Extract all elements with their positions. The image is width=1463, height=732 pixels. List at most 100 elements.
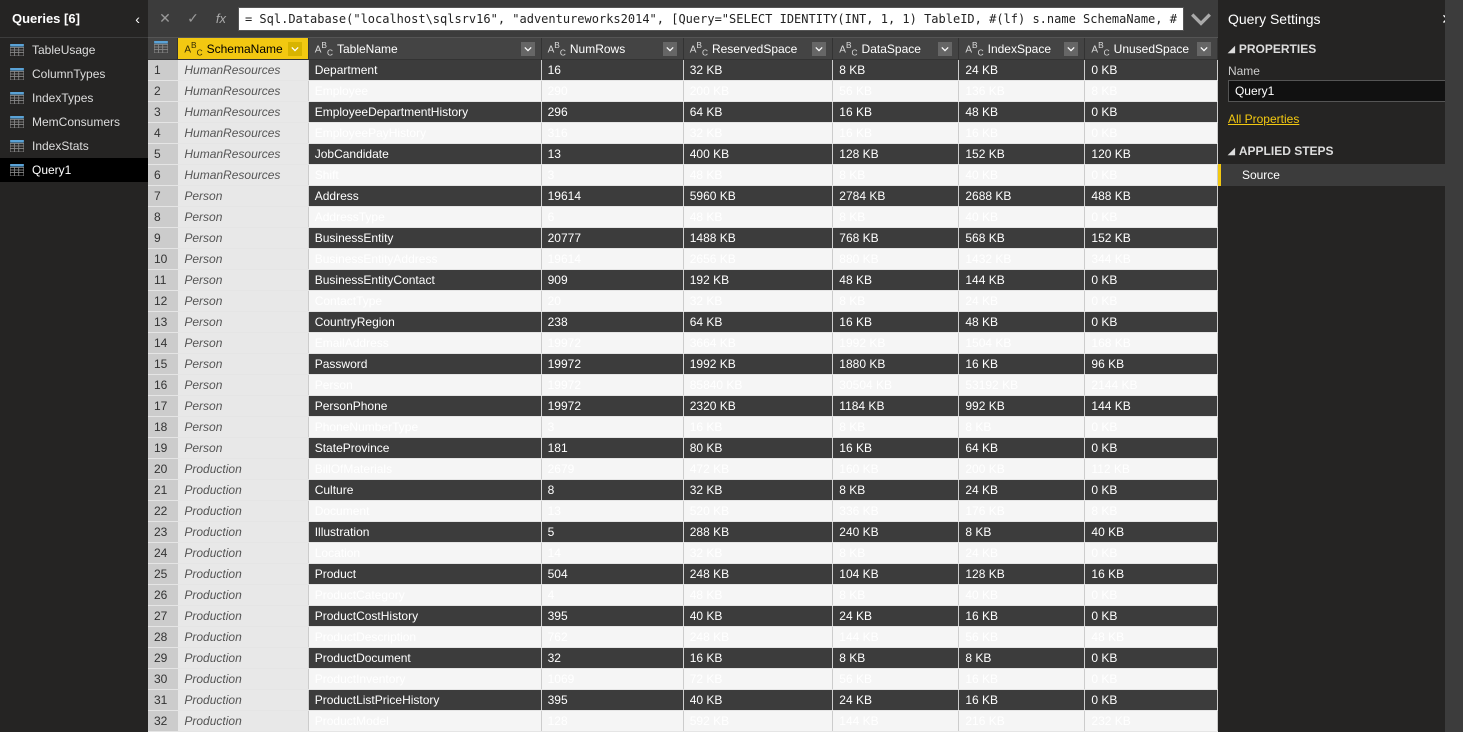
cell[interactable]: 344 KB [1085,249,1218,270]
cell[interactable]: HumanResources [178,144,308,165]
cell[interactable]: 24 KB [959,291,1085,312]
fx-icon[interactable]: fx [210,8,232,30]
cell[interactable]: 40 KB [959,207,1085,228]
cell[interactable]: 144 KB [833,711,959,732]
cell[interactable]: Person [178,186,308,207]
cell[interactable]: 144 KB [833,627,959,648]
cell[interactable]: Person [178,333,308,354]
cell[interactable]: 85840 KB [683,375,833,396]
table-row[interactable]: 26ProductionProductCategory448 KB8 KB40 … [148,585,1217,606]
cell[interactable]: 488 KB [1085,186,1218,207]
cell[interactable]: 56 KB [833,669,959,690]
row-index[interactable]: 14 [148,333,178,354]
cell[interactable]: 16 KB [959,606,1085,627]
cell[interactable]: ProductCategory [308,585,541,606]
cell[interactable]: 48 KB [833,270,959,291]
cell[interactable]: Person [178,396,308,417]
cell[interactable]: 2679 [541,459,683,480]
table-row[interactable]: 3HumanResourcesEmployeeDepartmentHistory… [148,102,1217,123]
cell[interactable]: 160 KB [833,459,959,480]
table-row[interactable]: 6HumanResourcesShift348 KB8 KB40 KB0 KB [148,165,1217,186]
formula-confirm-button[interactable]: ✓ [182,8,204,30]
table-row[interactable]: 7PersonAddress196145960 KB2784 KB2688 KB… [148,186,1217,207]
row-index[interactable]: 20 [148,459,178,480]
row-index[interactable]: 24 [148,543,178,564]
table-row[interactable]: 17PersonPersonPhone199722320 KB1184 KB99… [148,396,1217,417]
cell[interactable]: 19972 [541,396,683,417]
cell[interactable]: 168 KB [1085,333,1218,354]
cell[interactable]: Document [308,501,541,522]
column-header-reservedspace[interactable]: ABCReservedSpace [683,38,833,60]
cell[interactable]: 24 KB [833,690,959,711]
cell[interactable]: 0 KB [1085,648,1218,669]
cell[interactable]: 176 KB [959,501,1085,522]
row-index[interactable]: 5 [148,144,178,165]
column-filter-icon[interactable] [663,42,677,56]
cell[interactable]: Password [308,354,541,375]
cell[interactable]: BusinessEntityAddress [308,249,541,270]
cell[interactable]: 200 KB [683,81,833,102]
cell[interactable]: 1504 KB [959,333,1085,354]
cell[interactable]: Person [178,207,308,228]
cell[interactable]: 32 KB [683,291,833,312]
cell[interactable]: 0 KB [1085,123,1218,144]
row-index[interactable]: 15 [148,354,178,375]
cell[interactable]: HumanResources [178,81,308,102]
row-index[interactable]: 18 [148,417,178,438]
cell[interactable]: 2688 KB [959,186,1085,207]
table-row[interactable]: 1HumanResourcesDepartment1632 KB8 KB24 K… [148,60,1217,81]
cell[interactable]: 248 KB [683,564,833,585]
row-index[interactable]: 10 [148,249,178,270]
query-item-tableusage[interactable]: TableUsage [0,38,148,62]
cell[interactable]: 13 [541,501,683,522]
cell[interactable]: 0 KB [1085,312,1218,333]
cell[interactable]: 4 [541,585,683,606]
row-index[interactable]: 22 [148,501,178,522]
cell[interactable]: 400 KB [683,144,833,165]
cell[interactable]: 24 KB [959,480,1085,501]
table-row[interactable]: 32ProductionProductModel128592 KB144 KB2… [148,711,1217,732]
cell[interactable]: 0 KB [1085,417,1218,438]
cell[interactable]: 0 KB [1085,543,1218,564]
cell[interactable]: 128 [541,711,683,732]
cell[interactable]: PersonPhone [308,396,541,417]
row-index[interactable]: 26 [148,585,178,606]
row-index[interactable]: 29 [148,648,178,669]
row-index[interactable]: 2 [148,81,178,102]
table-row[interactable]: 8PersonAddressType648 KB8 KB40 KB0 KB [148,207,1217,228]
cell[interactable]: Person [178,438,308,459]
column-filter-icon[interactable] [521,42,535,56]
cell[interactable]: 1432 KB [959,249,1085,270]
row-index[interactable]: 30 [148,669,178,690]
cell[interactable]: ContactType [308,291,541,312]
query-item-columntypes[interactable]: ColumnTypes [0,62,148,86]
row-index[interactable]: 17 [148,396,178,417]
cell[interactable]: 32 [541,648,683,669]
cell[interactable]: 8 [541,480,683,501]
cell[interactable]: 992 KB [959,396,1085,417]
cell[interactable]: 8 KB [833,417,959,438]
cell[interactable]: Production [178,690,308,711]
cell[interactable]: 3 [541,417,683,438]
query-item-memconsumers[interactable]: MemConsumers [0,110,148,134]
table-row[interactable]: 2HumanResourcesEmployee290200 KB56 KB136… [148,81,1217,102]
table-row[interactable]: 19PersonStateProvince18180 KB16 KB64 KB0… [148,438,1217,459]
cell[interactable]: 24 KB [959,543,1085,564]
cell[interactable]: 32 KB [683,123,833,144]
cell[interactable]: Person [178,291,308,312]
cell[interactable]: 0 KB [1085,165,1218,186]
row-index[interactable]: 8 [148,207,178,228]
cell[interactable]: 762 [541,627,683,648]
row-index[interactable]: 12 [148,291,178,312]
table-row[interactable]: 24ProductionLocation1432 KB8 KB24 KB0 KB [148,543,1217,564]
cell[interactable]: ProductCostHistory [308,606,541,627]
row-index[interactable]: 1 [148,60,178,81]
row-index[interactable]: 31 [148,690,178,711]
cell[interactable]: 20777 [541,228,683,249]
cell[interactable]: Production [178,522,308,543]
cell[interactable]: 144 KB [1085,396,1218,417]
cell[interactable]: 32 KB [683,60,833,81]
cell[interactable]: 16 KB [833,438,959,459]
table-row[interactable]: 25ProductionProduct504248 KB104 KB128 KB… [148,564,1217,585]
table-row[interactable]: 23ProductionIllustration5288 KB240 KB8 K… [148,522,1217,543]
